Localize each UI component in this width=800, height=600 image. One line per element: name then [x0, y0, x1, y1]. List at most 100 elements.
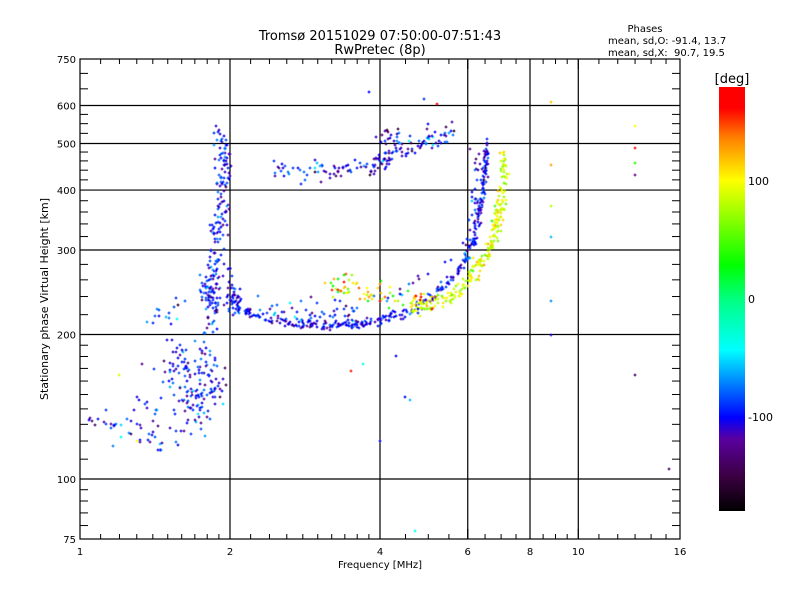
data-point [333, 321, 337, 325]
data-point [200, 405, 204, 409]
data-point [161, 380, 165, 384]
data-point [476, 207, 480, 211]
data-point [207, 373, 211, 377]
data-point [549, 235, 553, 239]
data-point [198, 273, 202, 277]
data-point [178, 353, 182, 357]
data-point [306, 320, 310, 324]
data-point [369, 319, 373, 323]
data-point [360, 321, 364, 325]
data-point [273, 311, 277, 315]
data-point [478, 259, 482, 263]
data-point [208, 391, 212, 395]
data-point [495, 214, 499, 218]
data-point [210, 390, 214, 394]
data-point [236, 294, 240, 298]
data-point [168, 385, 172, 389]
data-point [486, 257, 490, 261]
data-point [502, 195, 506, 199]
data-point [225, 156, 229, 160]
x-tick-label: 8 [527, 547, 533, 558]
data-point [279, 169, 283, 173]
data-point [206, 285, 210, 289]
data-point [328, 176, 332, 180]
data-point [300, 325, 304, 329]
data-point [329, 324, 333, 328]
data-point [387, 319, 391, 323]
data-point [221, 151, 225, 155]
data-point [403, 315, 407, 319]
data-point [396, 299, 400, 303]
data-point [418, 298, 422, 302]
data-point [200, 351, 204, 355]
data-point [224, 209, 228, 213]
data-point [481, 200, 485, 204]
data-point [146, 438, 150, 442]
data-point [198, 347, 202, 351]
data-point [432, 295, 436, 299]
data-point [208, 417, 212, 421]
data-point [398, 287, 402, 291]
data-point [234, 307, 238, 311]
data-point [216, 197, 220, 201]
data-point [495, 200, 499, 204]
data-point [189, 394, 193, 398]
data-point [347, 324, 351, 328]
data-point [501, 167, 505, 171]
data-point [296, 166, 300, 170]
data-point [469, 268, 473, 272]
data-point [286, 170, 290, 174]
data-point [470, 190, 474, 194]
data-point [395, 132, 399, 136]
data-point [162, 359, 166, 363]
data-point [418, 314, 422, 318]
data-point [215, 267, 219, 271]
data-point [218, 296, 222, 300]
data-point [163, 370, 167, 374]
data-point [426, 122, 430, 126]
data-point [135, 439, 139, 443]
data-point [219, 215, 223, 219]
data-point [231, 293, 235, 297]
data-point [238, 306, 242, 310]
data-point [322, 169, 326, 173]
data-point [338, 299, 342, 303]
data-point [217, 381, 221, 385]
data-point [484, 242, 488, 246]
data-point [217, 227, 221, 231]
data-point [347, 278, 351, 282]
data-point [416, 307, 420, 311]
data-point [456, 269, 460, 273]
data-point [178, 343, 182, 347]
data-point [367, 90, 371, 94]
data-point [441, 301, 445, 305]
data-point [200, 298, 204, 302]
data-point [305, 173, 309, 177]
data-point [339, 323, 343, 327]
colorbar-ticks: 100 0 -100 [748, 175, 773, 424]
data-point [436, 144, 440, 148]
data-point [444, 299, 448, 303]
data-point [495, 236, 499, 240]
data-point [220, 137, 224, 141]
data-point [478, 201, 482, 205]
data-point [220, 200, 224, 204]
data-point [392, 315, 396, 319]
data-point [109, 422, 113, 426]
data-point [191, 403, 195, 407]
data-point [361, 362, 365, 366]
data-point [216, 220, 220, 224]
chart-subtitle: RwPretec (8p) [334, 43, 425, 58]
data-point [463, 286, 467, 290]
data-point [238, 299, 242, 303]
data-point [502, 150, 506, 154]
data-point [439, 280, 443, 284]
data-point [280, 162, 284, 166]
data-point [467, 278, 471, 282]
data-point [283, 164, 287, 168]
data-point [488, 254, 492, 258]
data-point [176, 364, 180, 368]
data-point [371, 163, 375, 167]
data-point [478, 162, 482, 166]
data-point [400, 293, 404, 297]
